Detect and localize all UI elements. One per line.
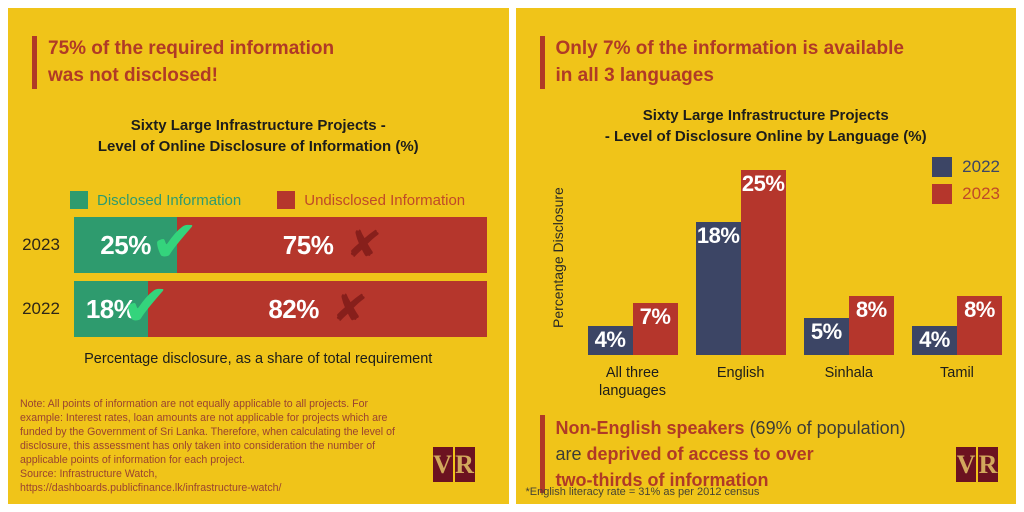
legend-label-2022: 2022 xyxy=(962,157,1000,177)
verite-research-logo: V R xyxy=(432,447,475,482)
statement-line-2: are deprived of access to over xyxy=(556,441,906,467)
stacked-bar-chart: 2023 25% 75% ✘ ✔ 2022 18% 82% ✘ xyxy=(8,209,487,339)
year-label-2023: 2023 xyxy=(22,235,60,255)
footnote-block: Note: All points of information are not … xyxy=(20,398,412,496)
note-text: Note: All points of information are not … xyxy=(20,398,395,467)
bar-2022-all-three: 4% xyxy=(587,325,633,356)
bar-group-sinhala: 5% 8% Sinhala xyxy=(803,155,894,403)
source-text: Source: Infrastructure Watch, xyxy=(20,468,158,481)
bar-value-2023-english: 25% xyxy=(741,171,785,197)
panel-disclosure-total: 75% of the required information was not … xyxy=(8,8,509,504)
statement-line-1: Non-English speakers (69% of population) xyxy=(556,415,906,441)
statement-bold-3: two-thirds of information xyxy=(555,470,769,491)
check-icon: ✔ xyxy=(121,273,171,339)
grouped-bar-chart: 2022 2023 Percentage Disclosure 4% 7% Al… xyxy=(516,155,1017,403)
disclosed-value-2022: 18% xyxy=(85,293,137,324)
left-chart-legend: Disclosed Information Undisclosed Inform… xyxy=(70,191,509,210)
bar-2023-tamil: 8% xyxy=(956,295,1002,356)
legend-item-2022: 2022 xyxy=(932,157,1000,178)
bar-track-2023: 25% 75% ✘ ✔ xyxy=(74,209,487,275)
bar-2022-sinhala: 5% xyxy=(803,318,849,356)
bar-2022-english: 18% xyxy=(695,221,741,356)
x-axis-caption: Percentage disclosure, as a share of tot… xyxy=(84,351,433,368)
year-2023-swatch-icon xyxy=(932,184,953,205)
cross-icon: ✘ xyxy=(330,285,369,334)
right-chart-legend: 2022 2023 xyxy=(932,157,1000,205)
left-chart-title: Sixty Large Infrastructure Projects - Le… xyxy=(97,117,419,156)
bar-group-english: 18% 25% English xyxy=(695,155,786,403)
disclosed-segment-2023: 25% xyxy=(74,217,178,274)
bar-value-2023-all-three: 7% xyxy=(639,304,671,330)
source-url: https://dashboards.publicfinance.lk/infr… xyxy=(20,482,282,495)
legend-label-2023: 2023 xyxy=(962,184,1000,204)
bar-value-2022-tamil: 4% xyxy=(919,326,950,352)
category-label-english: English xyxy=(716,365,765,382)
bar-row-2023: 2023 25% 75% ✘ ✔ xyxy=(8,209,487,275)
logo-letter-v: V xyxy=(956,447,976,482)
logo-letter-r: R xyxy=(978,447,998,482)
undisclosed-segment-2022: 82% ✘ xyxy=(148,281,487,338)
statement-bold-2: deprived of access to over xyxy=(586,444,814,465)
bar-2023-english: 25% xyxy=(740,170,786,356)
legend-item-disclosed: Disclosed Information xyxy=(70,191,242,210)
undisclosed-value-2022: 82% xyxy=(268,293,319,324)
statement-line-3: two-thirds of information xyxy=(556,467,906,493)
disclosed-value-2023: 25% xyxy=(100,229,151,260)
right-chart-title: Sixty Large Infrastructure Projects - Le… xyxy=(604,107,927,146)
legend-item-undisclosed: Undisclosed Information xyxy=(277,191,466,210)
category-label-sinhala: Sinhala xyxy=(824,365,873,382)
legend-label-disclosed: Disclosed Information xyxy=(97,191,242,209)
bar-track-2022: 18% 82% ✘ ✔ xyxy=(74,273,487,339)
undisclosed-value-2023: 75% xyxy=(282,229,334,260)
legend-item-2023: 2023 xyxy=(932,184,1000,205)
bar-value-2022-english: 18% xyxy=(696,222,740,248)
plot-area: 4% 7% All three languages 18% 25% xyxy=(587,155,1003,403)
statement-block: Non-English speakers (69% of population)… xyxy=(539,415,906,494)
disclosed-swatch-icon xyxy=(70,191,88,210)
undisclosed-swatch-icon xyxy=(277,191,296,210)
bar-2023-all-three: 7% xyxy=(632,303,678,356)
logo-letter-r: R xyxy=(454,447,475,482)
legend-label-undisclosed: Undisclosed Information xyxy=(304,191,466,209)
bar-value-2022-sinhala: 5% xyxy=(810,319,842,345)
bar-2022-tamil: 4% xyxy=(911,325,957,356)
statement-plain-1: (69% of population) xyxy=(744,418,906,439)
check-icon: ✔ xyxy=(150,209,199,275)
bar-value-2023-sinhala: 8% xyxy=(855,296,887,322)
y-axis-label: Percentage Disclosure xyxy=(549,187,566,329)
headline-left: 75% of the required information was not … xyxy=(32,36,334,90)
headline-right: Only 7% of the information is available … xyxy=(539,36,904,90)
undisclosed-segment-2023: 75% ✘ xyxy=(177,217,487,274)
bar-group-all-three-languages: 4% 7% All three languages xyxy=(587,155,678,403)
cross-icon: ✘ xyxy=(344,221,384,270)
statement-plain-2: are xyxy=(555,444,587,465)
bar-value-2023-tamil: 8% xyxy=(964,296,995,322)
bar-group-tamil: 4% 8% Tamil xyxy=(911,155,1002,403)
disclosed-segment-2022: 18% xyxy=(74,281,149,338)
bar-2023-sinhala: 8% xyxy=(848,295,894,356)
verite-research-logo: V R xyxy=(956,447,998,482)
statement-bold-1: Non-English speakers xyxy=(555,418,745,439)
bar-row-2022: 2022 18% 82% ✘ ✔ xyxy=(8,273,487,339)
category-label-tamil: Tamil xyxy=(940,365,974,382)
year-label-2022: 2022 xyxy=(22,299,60,319)
literacy-footnote: *English literacy rate = 31% as per 2012… xyxy=(525,486,760,498)
year-2022-swatch-icon xyxy=(932,157,953,178)
logo-letter-v: V xyxy=(432,447,453,482)
panel-disclosure-by-language: Only 7% of the information is available … xyxy=(515,8,1017,504)
category-label-all-three: All three languages xyxy=(599,365,666,400)
bar-value-2022-all-three: 4% xyxy=(594,326,626,352)
